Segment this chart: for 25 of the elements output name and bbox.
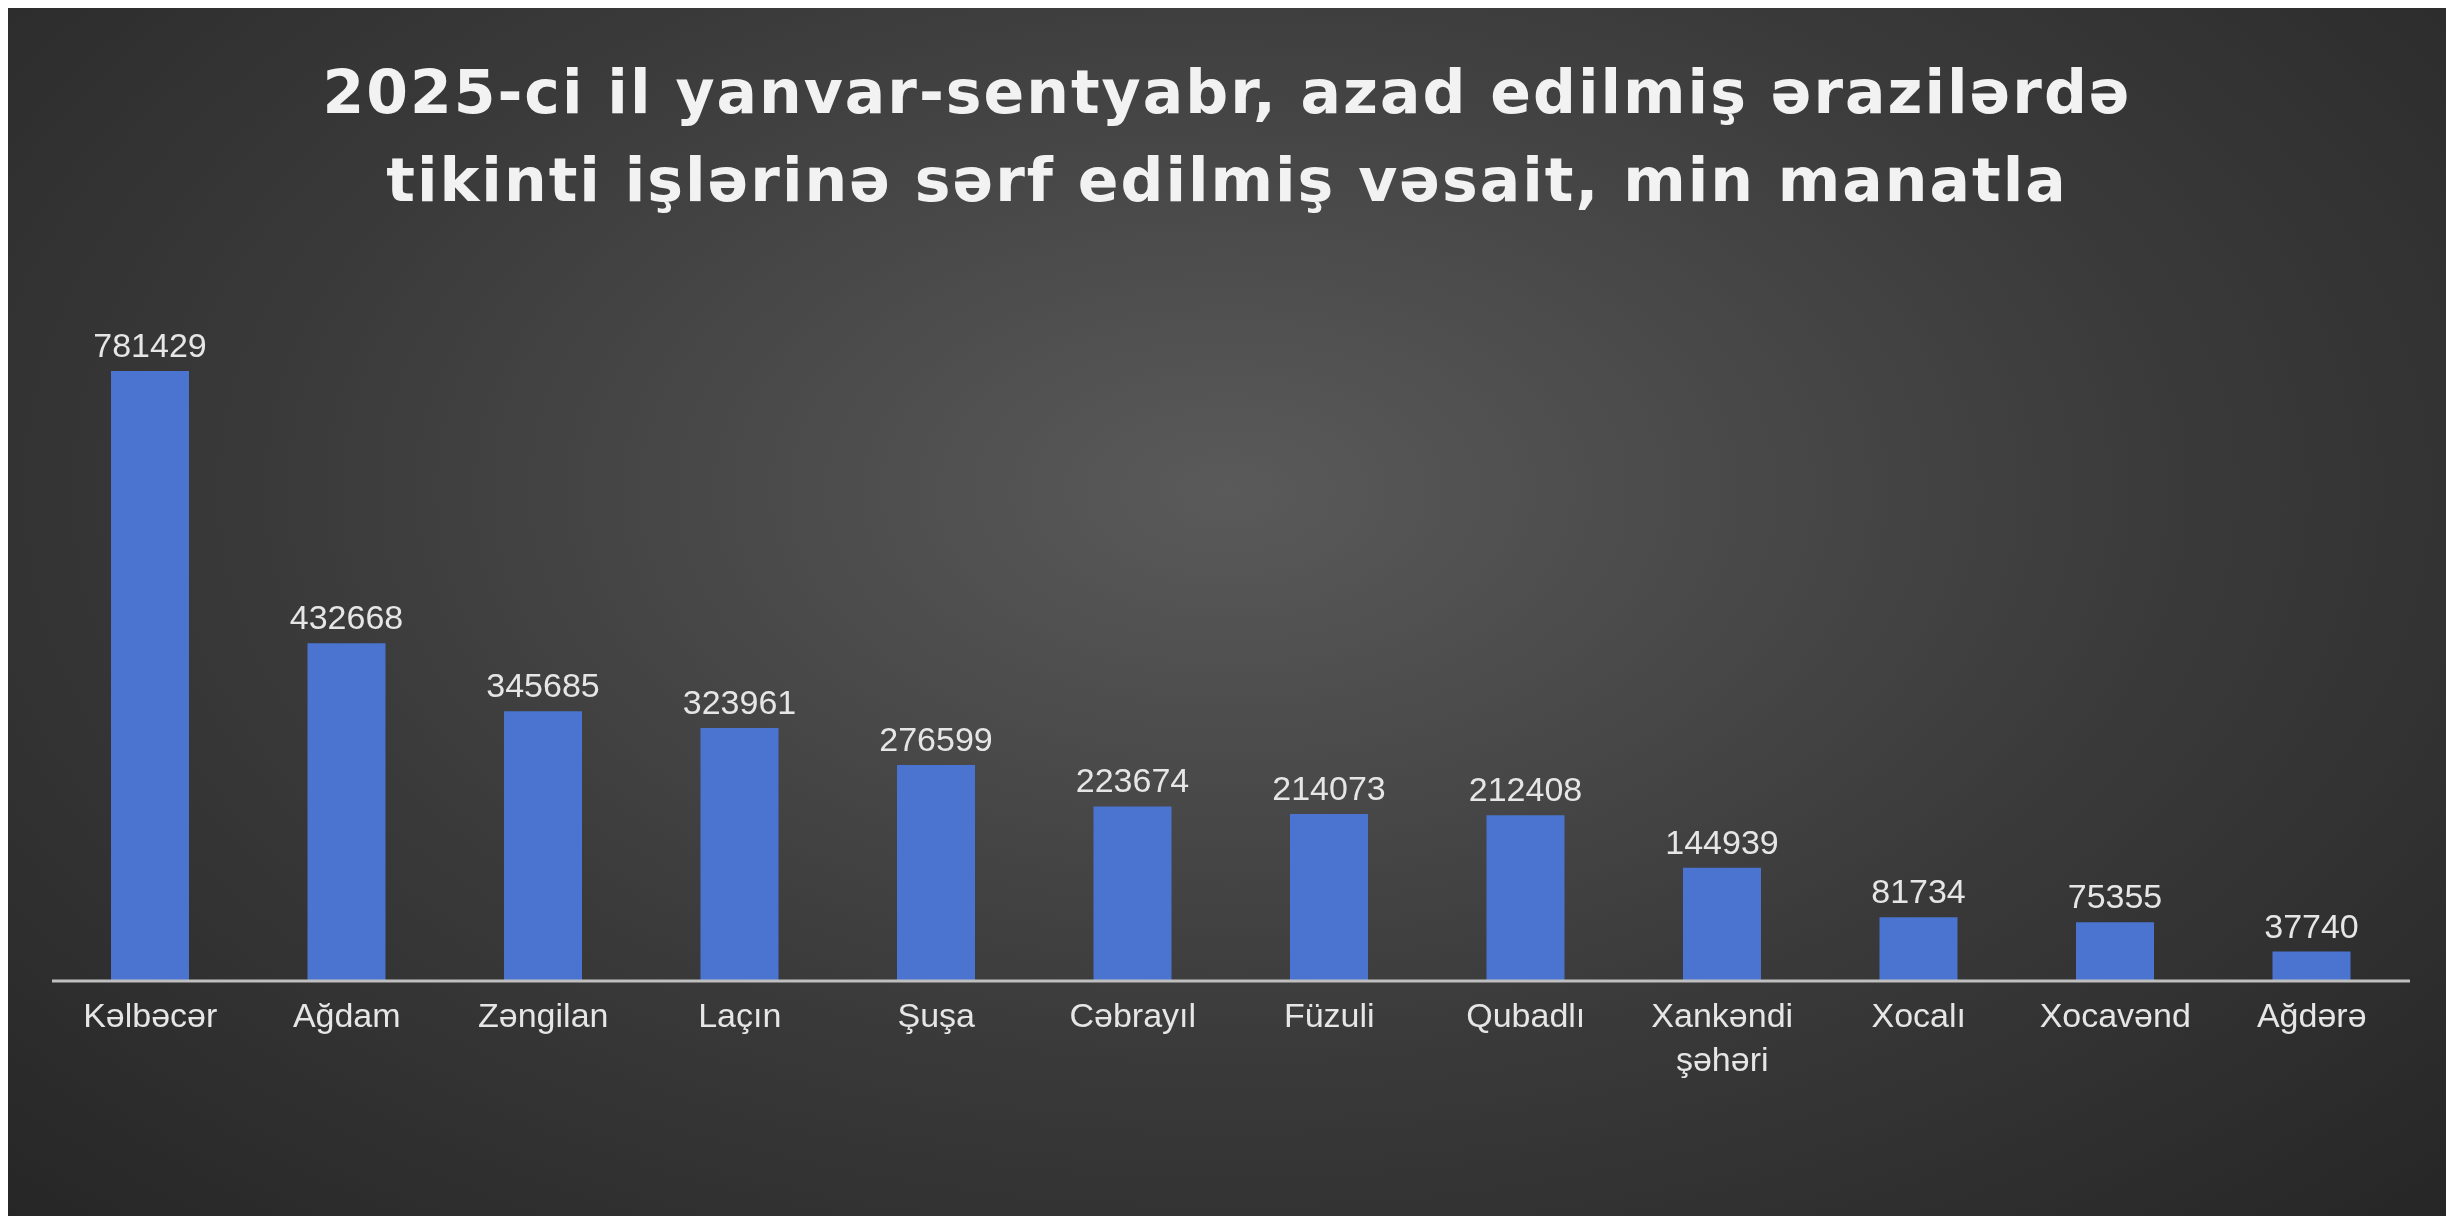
x-tick-label: Xocalı	[1871, 996, 1966, 1034]
data-label: 276599	[879, 720, 993, 759]
data-label: 345685	[486, 666, 600, 705]
data-label: 75355	[2067, 877, 2163, 916]
x-tick-label: Cəbrayıl	[1069, 996, 1197, 1034]
x-tick-label: Ağdam	[292, 996, 401, 1034]
data-label: 323961	[682, 683, 797, 722]
data-label: 81734	[1871, 872, 1966, 911]
data-label: 212408	[1468, 770, 1583, 809]
data-label: 432668	[289, 598, 404, 637]
data-label: 37740	[2264, 906, 2359, 945]
x-tick-label: Füzuli	[1283, 996, 1375, 1034]
data-label: 214073	[1272, 768, 1386, 807]
x-tick-label: Qubadlı	[1466, 996, 1586, 1034]
x-tick-label: Xankəndi şəhəri	[1651, 996, 1794, 1078]
data-label: 223674	[1075, 761, 1190, 800]
x-tick-label: Laçın	[698, 996, 782, 1034]
data-label: 144939	[1665, 822, 1779, 861]
x-tick-label: Kəlbəcər	[83, 996, 218, 1034]
x-tick-label: Zəngilan	[478, 996, 609, 1034]
x-tick-label: Şuşa	[897, 996, 976, 1034]
x-tick-label: Ağdərə	[2256, 996, 2367, 1034]
x-tick-label: Xocavənd	[2039, 996, 2191, 1034]
data-label: 781429	[93, 326, 207, 364]
chart-title: 2025-ci il yanvar-sentyabr, azad edilmiş ərazilərdə tikinti işlərinə sərf edilmiş vəsait, min manatla	[321, 56, 2133, 217]
